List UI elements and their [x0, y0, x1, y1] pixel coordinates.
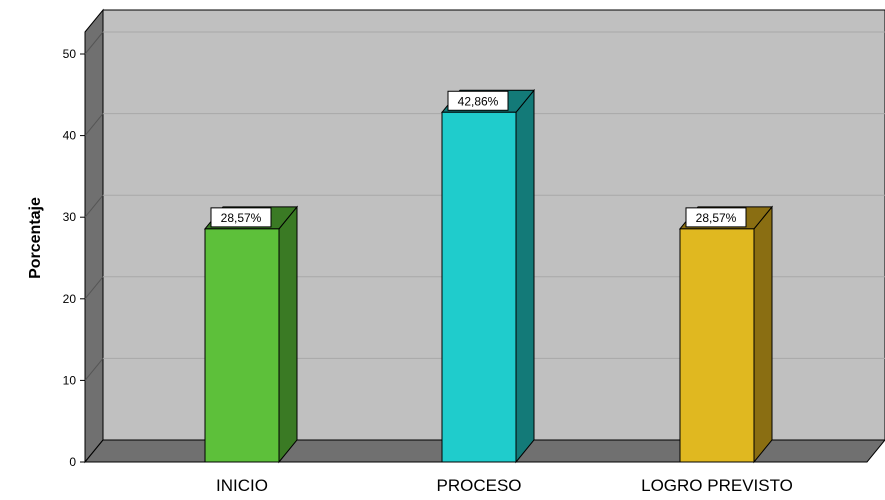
- gridline-wall: [84, 194, 104, 218]
- bar-side: [753, 205, 773, 464]
- chart-left-wall: [84, 8, 104, 464]
- data-label: 28,57%: [696, 211, 737, 225]
- x-tick-label: LOGRO PREVISTO: [641, 476, 793, 495]
- y-tick-label: 10: [63, 373, 77, 387]
- y-tick-label: 30: [63, 210, 77, 224]
- bar-group: 28,57%: [203, 205, 299, 464]
- data-label: 42,86%: [458, 94, 499, 108]
- data-label: 28,57%: [221, 211, 262, 225]
- gridline-wall: [84, 113, 104, 136]
- bar-side: [515, 88, 535, 464]
- bar-group: 42,86%: [440, 88, 536, 464]
- x-tick-label: INICIO: [216, 476, 268, 495]
- y-tick-label: 40: [63, 129, 77, 143]
- data-label-box: [447, 90, 509, 111]
- bar-group: 28,57%: [678, 205, 774, 464]
- gridline-wall: [84, 276, 104, 300]
- bar: [441, 111, 517, 463]
- y-tick-label: 0: [69, 455, 76, 469]
- data-label-box: [685, 207, 747, 228]
- bar: [679, 228, 755, 463]
- data-label-box: [210, 207, 272, 228]
- bar-side: [278, 205, 298, 464]
- y-tick-label: 20: [63, 292, 77, 306]
- x-tick-label: PROCESO: [436, 476, 521, 495]
- y-axis-label: Porcentaje: [27, 197, 44, 279]
- bars: 28,57% 42,86% 28,57%: [203, 88, 774, 464]
- bar: [204, 228, 280, 463]
- x-axis: INICIO PROCESO LOGRO PREVISTO: [216, 476, 793, 495]
- gridline-wall: [84, 31, 104, 55]
- y-axis: 0 10 20 30 40 50: [63, 47, 85, 469]
- gridline-wall: [84, 358, 104, 381]
- y-tick-label: 50: [63, 47, 77, 61]
